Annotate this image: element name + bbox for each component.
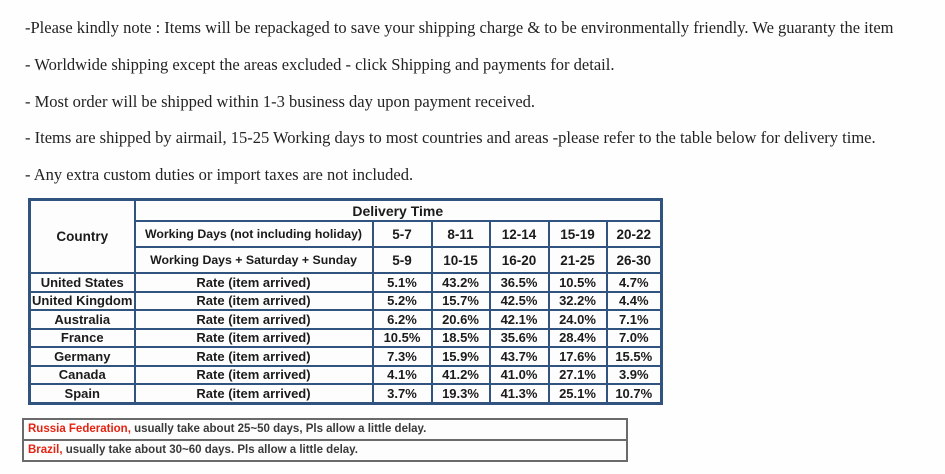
- rate-value-cell: 27.1%: [547, 364, 608, 385]
- rate-value-cell: 10.5%: [547, 272, 608, 293]
- table-row: France Rate (item arrived) 10.5% 18.5% 3…: [28, 327, 663, 348]
- working-days-row: Working Days + Saturday + Sunday 5-9 10-…: [30, 246, 663, 274]
- table-row: Australia Rate (item arrived) 6.2% 20.6%…: [28, 309, 663, 330]
- rate-value-cell: 19.3%: [430, 383, 491, 404]
- delivery-time-header-cell: Delivery Time: [133, 198, 663, 222]
- country-cell: France: [28, 327, 136, 348]
- working-days-label-cell: Working Days (not including holiday): [133, 220, 374, 248]
- working-days-value-cell: 21-25: [547, 246, 608, 274]
- shipping-note-line: - Worldwide shipping except the areas ex…: [25, 54, 615, 74]
- rate-value-cell: 20.6%: [430, 309, 491, 330]
- rate-value-cell: 32.2%: [547, 290, 608, 311]
- rate-value-cell: 35.6%: [488, 327, 550, 348]
- rate-value-cell: 25.1%: [547, 383, 608, 404]
- rate-label-cell: Rate (item arrived): [133, 327, 374, 348]
- rate-value-cell: 42.1%: [488, 309, 550, 330]
- working-days-row: Working Days (not including holiday) 5-7…: [30, 220, 663, 248]
- working-days-label-cell: Working Days + Saturday + Sunday: [133, 246, 374, 274]
- table-row: United States Rate (item arrived) 5.1% 4…: [28, 272, 663, 293]
- country-cell: Canada: [28, 364, 136, 385]
- rate-value-cell: 5.2%: [371, 290, 433, 311]
- rate-value-cell: 41.0%: [488, 364, 550, 385]
- shipping-note-line: - Items are shipped by airmail, 15-25 Wo…: [25, 128, 876, 148]
- working-days-value-cell: 5-9: [371, 246, 433, 274]
- rate-value-cell: 18.5%: [430, 327, 491, 348]
- table-row: United Kingdom Rate (item arrived) 5.2% …: [28, 290, 663, 311]
- rate-value-cell: 43.2%: [430, 272, 491, 293]
- working-days-value-cell: 8-11: [430, 220, 491, 248]
- country-cell: Australia: [28, 309, 136, 330]
- rate-label-cell: Rate (item arrived): [133, 383, 374, 404]
- working-days-value-cell: 15-19: [547, 220, 608, 248]
- rate-label-cell: Rate (item arrived): [133, 309, 374, 330]
- working-days-value-cell: 5-7: [371, 220, 433, 248]
- country-cell: Germany: [28, 346, 136, 367]
- shipping-note-line: -Please kindly note : Items will be repa…: [25, 18, 894, 37]
- rate-label-cell: Rate (item arrived): [133, 364, 374, 385]
- rate-value-cell: 4.1%: [371, 364, 433, 385]
- brazil-note: Brazil, usually take about 30~60 days. P…: [22, 439, 628, 462]
- rate-value-cell: 3.9%: [605, 364, 663, 385]
- working-days-value-cell: 12-14: [488, 220, 550, 248]
- country-highlight: Brazil,: [28, 444, 63, 456]
- rate-value-cell: 5.1%: [371, 272, 433, 293]
- rate-value-cell: 41.3%: [488, 383, 550, 404]
- working-days-value-cell: 20-22: [605, 220, 663, 248]
- rate-value-cell: 42.5%: [488, 290, 550, 311]
- country-highlight: Russia Federation,: [28, 423, 131, 435]
- rate-label-cell: Rate (item arrived): [133, 290, 374, 311]
- rate-value-cell: 43.7%: [488, 346, 550, 367]
- table-row: Canada Rate (item arrived) 4.1% 41.2% 41…: [28, 364, 663, 385]
- rate-value-cell: 41.2%: [430, 364, 491, 385]
- country-delay-notes: Russia Federation, usually take about 25…: [22, 418, 628, 462]
- rate-value-cell: 7.3%: [371, 346, 433, 367]
- rate-label-cell: Rate (item arrived): [133, 272, 374, 293]
- rate-label-cell: Rate (item arrived): [133, 346, 374, 367]
- table-row: Germany Rate (item arrived) 7.3% 15.9% 4…: [28, 346, 663, 367]
- rate-value-cell: 15.7%: [430, 290, 491, 311]
- country-cell: United States: [28, 272, 136, 293]
- rate-value-cell: 7.0%: [605, 327, 663, 348]
- rate-value-cell: 4.4%: [605, 290, 663, 311]
- russia-note: Russia Federation, usually take about 25…: [22, 418, 628, 441]
- note-text: usually take about 25~50 days, Pls allow…: [130, 423, 427, 435]
- working-days-value-cell: 26-30: [605, 246, 663, 274]
- country-cell: Spain: [28, 383, 136, 404]
- rate-value-cell: 28.4%: [547, 327, 608, 348]
- rate-value-cell: 15.5%: [605, 346, 663, 367]
- rate-value-cell: 36.5%: [488, 272, 550, 293]
- note-text: usually take about 30~60 days. Pls allow…: [62, 444, 358, 456]
- table-header-row: Country Delivery Time: [28, 198, 663, 274]
- table-row: Spain Rate (item arrived) 3.7% 19.3% 41.…: [28, 383, 663, 404]
- rate-value-cell: 10.5%: [371, 327, 433, 348]
- rate-value-cell: 7.1%: [605, 309, 663, 330]
- shipping-note-line: - Any extra custom duties or import taxe…: [25, 165, 414, 185]
- rate-value-cell: 6.2%: [371, 309, 433, 330]
- working-days-value-cell: 10-15: [430, 246, 491, 274]
- delivery-time-table: Country Delivery Time Working Days (not …: [28, 198, 664, 405]
- rate-value-cell: 3.7%: [371, 383, 433, 404]
- rate-value-cell: 15.9%: [430, 346, 491, 367]
- rate-value-cell: 24.0%: [547, 309, 608, 330]
- rate-value-cell: 10.7%: [605, 383, 663, 404]
- country-header-cell: Country: [28, 198, 136, 274]
- country-cell: United Kingdom: [28, 290, 136, 311]
- working-days-value-cell: 16-20: [488, 246, 550, 274]
- shipping-notes: -Please kindly note : Items will be repa…: [25, 10, 894, 194]
- rate-value-cell: 17.6%: [547, 346, 608, 367]
- rate-value-cell: 4.7%: [605, 272, 663, 293]
- shipping-note-line: - Most order will be shipped within 1-3 …: [25, 91, 536, 111]
